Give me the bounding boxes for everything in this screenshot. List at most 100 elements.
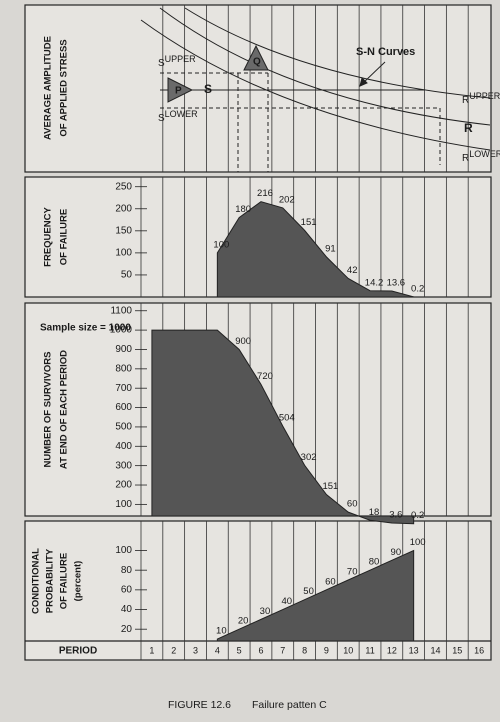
r-lower-label: RLOWER: [462, 149, 500, 163]
x-tick-label: 15: [452, 645, 462, 655]
y-tick-label: 900: [115, 344, 132, 355]
y-label: PROBABILITY: [45, 548, 56, 613]
superscript: LOWER: [165, 109, 199, 119]
value-label: 18: [369, 507, 380, 518]
y-tick-label: 40: [121, 604, 133, 615]
value-label: 10: [216, 626, 227, 637]
x-tick-label: 3: [193, 645, 198, 655]
annotation: Sample size = 1000: [40, 323, 131, 334]
y-label: AT END OF EACH PERIOD: [59, 350, 70, 469]
x-tick-label: 7: [280, 645, 285, 655]
x-tick-label: 10: [343, 645, 353, 655]
y-tick-label: 100: [115, 545, 132, 556]
symbol: R: [462, 153, 469, 164]
y-tick-label: 700: [115, 383, 132, 394]
y-label: NUMBER OF SURVIVORS: [43, 352, 54, 468]
superscript: UPPER: [469, 91, 500, 101]
y-tick-label: 800: [115, 363, 132, 374]
area: [151, 329, 415, 525]
x-tick-label: 14: [430, 645, 440, 655]
triangle-p: [167, 77, 194, 103]
sn-curves-label: S-N Curves: [356, 46, 415, 58]
value-label: 216: [257, 188, 273, 199]
s-label: S: [204, 82, 212, 96]
value-label: 202: [279, 194, 295, 205]
panel-stress: [24, 4, 492, 173]
value-label: 0.2: [411, 510, 424, 521]
y-label: FREQUENCY: [43, 207, 54, 267]
value-label: 70: [347, 567, 358, 578]
value-label: 60: [347, 499, 358, 510]
value-label: 151: [301, 217, 317, 228]
sn-diagram: [140, 7, 491, 172]
value-label: 91: [325, 243, 336, 254]
y-label: (percent): [73, 561, 84, 602]
y-tick-label: 100: [115, 499, 132, 510]
sn-curve-mid: [159, 7, 491, 126]
symbol: S: [158, 58, 165, 69]
x-tick-label: 1: [149, 645, 154, 655]
value-label: 50: [303, 586, 314, 597]
value-label: 180: [235, 204, 251, 215]
y-label: AVERAGE AMPLITUDE: [43, 36, 54, 140]
value-label: 42: [347, 265, 358, 276]
value-label: 90: [391, 547, 402, 558]
y-tick-label: 200: [115, 203, 132, 214]
x-tick-label: 2: [171, 645, 176, 655]
y-tick-label: 150: [115, 225, 132, 236]
value-label: 900: [235, 336, 251, 347]
diagram-labels: AVERAGE AMPLITUDE OF APPLIED STRESS SUPP…: [43, 36, 500, 164]
sn-curve-lower: [140, 19, 491, 151]
x-tick-label: 13: [409, 645, 419, 655]
x-tick-label: 16: [474, 645, 484, 655]
x-tick-label: 9: [324, 645, 329, 655]
y-tick-label: 200: [115, 480, 132, 491]
r-label: R: [464, 121, 473, 135]
triangle-q: [243, 44, 269, 71]
value-label: 14.2: [365, 277, 384, 288]
value-label: 720: [257, 371, 273, 382]
y-tick-label: 1100: [110, 305, 132, 316]
y-label: OF APPLIED STRESS: [59, 39, 70, 136]
q-label: Q: [253, 57, 261, 68]
value-label: 302: [301, 452, 317, 463]
caption-figure: FIGURE 12.6: [168, 699, 231, 711]
x-label: PERIOD: [59, 646, 97, 657]
y-tick-label: 100: [115, 248, 132, 259]
y-tick-label: 600: [115, 402, 132, 413]
y-label: OF FAILURE: [59, 209, 70, 265]
value-label: 151: [322, 481, 338, 492]
value-label: 0.2: [411, 283, 424, 294]
superscript: LOWER: [469, 149, 500, 159]
arrow: [361, 61, 386, 85]
y-tick-label: 1000: [110, 325, 133, 336]
area: [216, 549, 415, 642]
arrow-head: [359, 77, 368, 87]
symbol: R: [462, 95, 469, 106]
value-label: 40: [281, 596, 292, 607]
y-label: OF FAILURE: [59, 553, 70, 609]
y-tick-label: 60: [121, 584, 133, 595]
y-tick-label: 20: [121, 624, 133, 635]
y-tick-label: 300: [115, 460, 132, 471]
value-label: 3.6: [389, 510, 402, 521]
value-label: 80: [369, 557, 380, 568]
y-tick-label: 50: [121, 270, 133, 281]
y-label: CONDITIONAL: [31, 548, 42, 614]
y-tick-label: 500: [115, 422, 132, 433]
r-upper-label: RUPPER: [462, 91, 500, 105]
value-label: 504: [279, 413, 295, 424]
value-label: 30: [260, 606, 271, 617]
value-label: 13.6: [387, 278, 406, 289]
x-tick-label: 6: [258, 645, 263, 655]
value-label: 60: [325, 576, 336, 587]
value-label: 100: [213, 239, 229, 250]
y-tick-label: 400: [115, 441, 132, 452]
value-label: 20: [238, 616, 249, 627]
x-tick-label: 5: [237, 645, 242, 655]
x-tick-label: 12: [387, 645, 397, 655]
sn-curve-upper: [184, 7, 491, 99]
superscript: UPPER: [165, 54, 197, 64]
